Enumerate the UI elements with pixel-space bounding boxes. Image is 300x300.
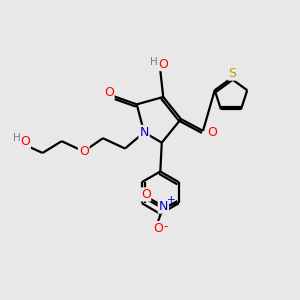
Text: -: - — [164, 220, 168, 233]
Text: N: N — [159, 200, 168, 213]
Text: O: O — [208, 126, 218, 139]
Text: O: O — [104, 86, 114, 99]
Text: H: H — [157, 58, 165, 68]
Text: H: H — [13, 133, 20, 143]
Text: O: O — [141, 188, 151, 201]
Text: H: H — [150, 57, 158, 67]
Text: +: + — [167, 195, 176, 205]
Text: O: O — [158, 58, 168, 70]
Text: S: S — [228, 67, 236, 80]
Text: N: N — [140, 126, 149, 139]
Text: H: H — [157, 58, 165, 68]
Text: O: O — [79, 145, 89, 158]
Text: O: O — [20, 135, 30, 148]
Text: O: O — [153, 221, 163, 235]
